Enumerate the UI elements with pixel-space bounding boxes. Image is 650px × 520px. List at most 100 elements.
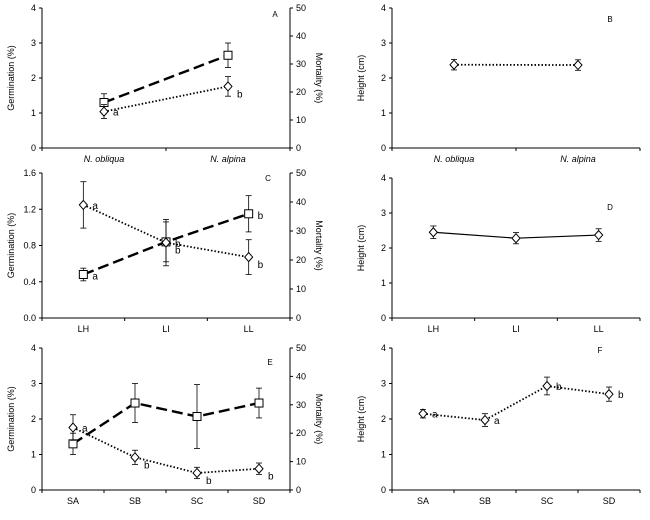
data-point-diamond bbox=[69, 423, 77, 432]
y-tick-label: 0.0 bbox=[23, 313, 36, 323]
y-tick-label: 0 bbox=[381, 143, 386, 153]
y2-tick-label: 40 bbox=[296, 31, 306, 41]
data-point-diamond bbox=[481, 416, 489, 425]
x-category-label: SD bbox=[253, 496, 266, 506]
significance-label: a bbox=[432, 410, 438, 421]
significance-label: b bbox=[268, 472, 274, 483]
data-point-diamond bbox=[543, 381, 551, 390]
panel-letter: A bbox=[272, 10, 278, 19]
y2-tick-label: 40 bbox=[296, 371, 306, 381]
series-diamond bbox=[450, 59, 582, 70]
y-tick-label: 0 bbox=[381, 485, 386, 495]
x-category-label: SC bbox=[191, 496, 204, 506]
y-tick-label: 4 bbox=[381, 343, 386, 353]
x-category-label: SC bbox=[541, 496, 554, 506]
data-point-square bbox=[245, 210, 253, 218]
series-line bbox=[73, 403, 259, 444]
y2-tick-label: 50 bbox=[296, 343, 306, 353]
x-category-label: LI bbox=[162, 324, 170, 334]
significance-label: b bbox=[175, 246, 181, 257]
x-category-label: N. alpina bbox=[560, 154, 596, 164]
y-tick-label: 0 bbox=[31, 485, 36, 495]
y-tick-label: 1.2 bbox=[23, 204, 36, 214]
y-tick-label: 4 bbox=[381, 173, 386, 183]
data-point-diamond bbox=[131, 453, 139, 462]
data-point-diamond bbox=[100, 107, 108, 116]
y-tick-label: 3 bbox=[31, 38, 36, 48]
series-line bbox=[73, 428, 259, 473]
panel-letter: B bbox=[607, 15, 612, 24]
data-point-diamond bbox=[450, 60, 458, 69]
data-point-diamond bbox=[595, 231, 603, 240]
x-category-label: SB bbox=[479, 496, 491, 506]
data-point-diamond bbox=[512, 234, 520, 243]
y2-tick-label: 50 bbox=[296, 3, 306, 13]
y-tick-label: 4 bbox=[381, 3, 386, 13]
y-tick-label: 1 bbox=[31, 108, 36, 118]
y-tick-label: 1 bbox=[381, 278, 386, 288]
data-point-diamond bbox=[224, 82, 232, 91]
significance-label: b bbox=[258, 211, 264, 222]
y2-tick-label: 20 bbox=[296, 428, 306, 438]
x-category-label: LL bbox=[594, 324, 604, 334]
series-square: a b b bbox=[79, 196, 263, 283]
series-line bbox=[104, 86, 228, 111]
data-point-diamond bbox=[255, 464, 263, 473]
y-tick-label: 1 bbox=[31, 450, 36, 460]
x-category-label: SB bbox=[129, 496, 141, 506]
significance-label: a bbox=[82, 424, 88, 435]
significance-label: b bbox=[618, 390, 624, 401]
y-tick-label: 4 bbox=[31, 343, 36, 353]
y2-tick-label: 20 bbox=[296, 255, 306, 265]
data-point-diamond bbox=[245, 253, 253, 262]
panel-letter: E bbox=[267, 358, 272, 367]
y-tick-label: 2 bbox=[381, 73, 386, 83]
y-axis-label-left: Germination (%) bbox=[6, 45, 16, 111]
data-point-diamond bbox=[193, 468, 201, 477]
y2-tick-label: 10 bbox=[296, 457, 306, 467]
y-tick-label: 0.8 bbox=[23, 241, 36, 251]
panel-letter: F bbox=[598, 346, 603, 355]
data-point-diamond bbox=[79, 200, 87, 209]
series-diamond: abb bbox=[79, 182, 263, 275]
y2-tick-label: 20 bbox=[296, 87, 306, 97]
significance-label: a bbox=[113, 108, 119, 119]
y2-tick-label: 0 bbox=[296, 313, 301, 323]
panel-letter: C bbox=[265, 174, 271, 183]
x-category-label: N. obliqua bbox=[84, 154, 125, 164]
data-point-diamond bbox=[605, 390, 613, 399]
data-point-square bbox=[255, 399, 263, 407]
series-line bbox=[104, 55, 228, 102]
series-square bbox=[100, 43, 232, 111]
y-tick-label: 3 bbox=[31, 379, 36, 389]
data-point-diamond bbox=[574, 61, 582, 70]
y2-tick-label: 30 bbox=[296, 226, 306, 236]
y-tick-label: 1.6 bbox=[23, 168, 36, 178]
x-category-label: N. obliqua bbox=[434, 154, 475, 164]
panel-letter: D bbox=[607, 203, 613, 212]
x-category-label: SA bbox=[417, 496, 429, 506]
x-category-label: SD bbox=[603, 496, 616, 506]
y2-tick-label: 0 bbox=[296, 485, 301, 495]
x-category-label: N. alpina bbox=[210, 154, 246, 164]
y-tick-label: 0 bbox=[381, 313, 386, 323]
significance-label: a bbox=[92, 272, 98, 283]
data-point-square bbox=[79, 271, 87, 279]
data-point-square bbox=[224, 51, 232, 59]
significance-label: b bbox=[206, 476, 212, 487]
y-axis-label-left: Height (cm) bbox=[356, 55, 366, 102]
x-category-label: LH bbox=[78, 324, 90, 334]
x-category-label: LI bbox=[512, 324, 520, 334]
y-tick-label: 3 bbox=[381, 208, 386, 218]
y-axis-label-left: Germination (%) bbox=[6, 213, 16, 279]
x-category-label: SA bbox=[67, 496, 79, 506]
y-tick-label: 2 bbox=[31, 73, 36, 83]
y-tick-label: 3 bbox=[381, 379, 386, 389]
y2-tick-label: 0 bbox=[296, 143, 301, 153]
